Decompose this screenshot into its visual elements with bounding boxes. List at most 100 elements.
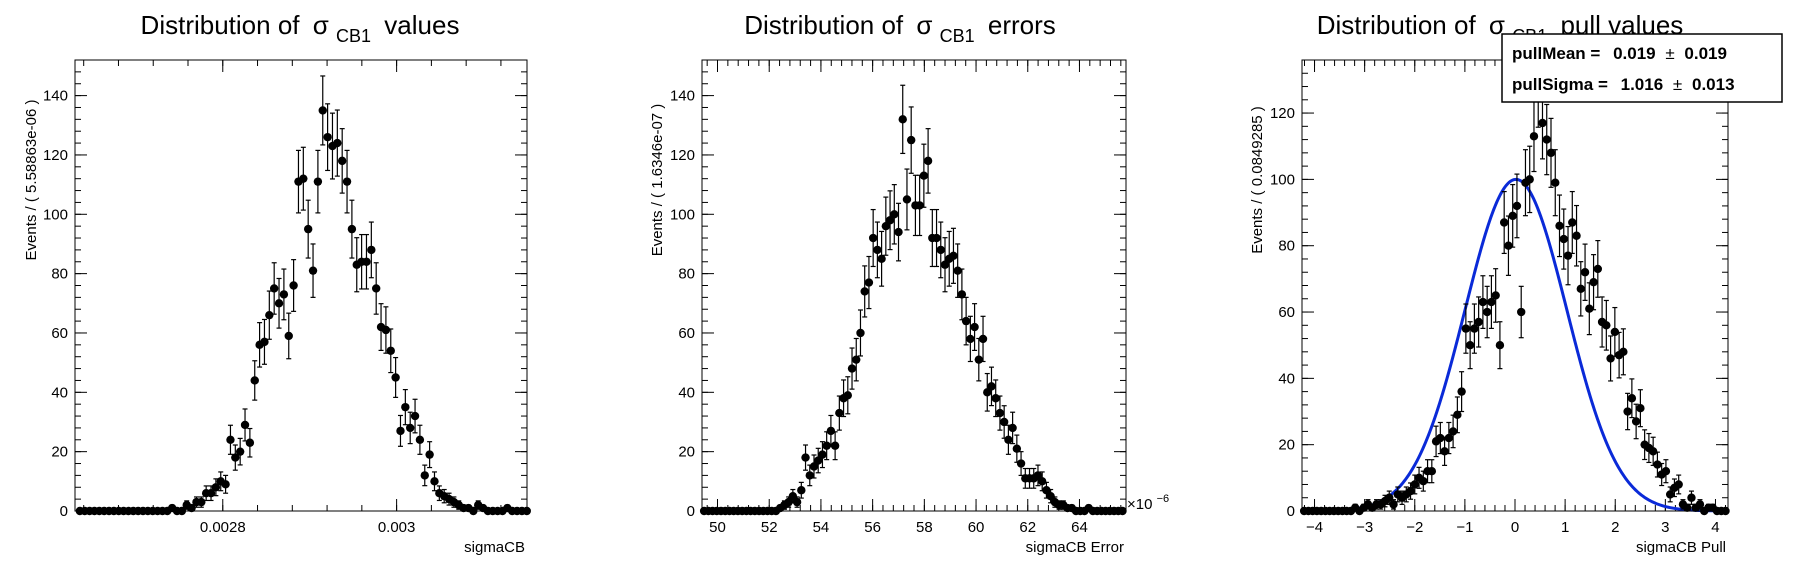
marker [1551, 178, 1560, 187]
marker [1538, 118, 1547, 128]
data-point [1436, 421, 1445, 455]
data-point [1619, 328, 1628, 376]
marker [1593, 264, 1603, 274]
data-point [1508, 183, 1517, 248]
marker [274, 299, 284, 308]
data-point [1674, 474, 1683, 495]
marker [381, 325, 391, 335]
marker [1631, 417, 1641, 426]
data-point [376, 303, 386, 352]
marker [788, 491, 798, 501]
title-subscript: CB1 [940, 26, 975, 46]
data-point [279, 268, 289, 321]
data-points [75, 75, 531, 516]
data-point [835, 395, 844, 431]
data-point [932, 208, 941, 268]
data-point [995, 395, 1005, 431]
marker [1512, 201, 1522, 211]
marker [1470, 324, 1479, 333]
marker [405, 423, 415, 433]
y-tick-label: 0 [60, 503, 68, 520]
y-tick-label: 80 [678, 266, 695, 283]
marker [1440, 447, 1449, 456]
marker [396, 426, 405, 436]
data-point [1653, 451, 1662, 478]
data-point [260, 318, 269, 365]
panel-title: Distribution of σ CB1 errors [744, 10, 1056, 48]
marker [995, 408, 1005, 418]
marker [1444, 433, 1454, 443]
data-point [902, 168, 912, 231]
title-prefix: Distribution of [141, 10, 301, 40]
y-tick-label: 20 [51, 444, 68, 461]
data-point [371, 262, 381, 315]
marker [1653, 460, 1662, 469]
marker [211, 483, 221, 492]
y-tick-label: 60 [51, 325, 68, 342]
data-point [1623, 392, 1632, 431]
marker [308, 266, 318, 275]
x-tick-label: 56 [864, 519, 881, 536]
y-axis-label: Events / ( 5.58863e-06 ) [23, 100, 40, 261]
data-point [1529, 100, 1539, 173]
marker [898, 115, 907, 124]
marker [1580, 268, 1590, 277]
marker [1542, 135, 1551, 144]
marker [1487, 297, 1496, 307]
data-point [1016, 451, 1026, 476]
stats-pull-sigma: pullSigma = 1.016 ± 0.013 [1512, 75, 1735, 94]
marker [1457, 387, 1466, 396]
marker [906, 135, 916, 145]
marker [1461, 324, 1471, 333]
data-point [1606, 335, 1615, 382]
marker [847, 364, 857, 373]
marker [1585, 304, 1594, 313]
x-axis-label: sigmaCB [464, 539, 525, 556]
data-point [391, 356, 400, 398]
title-symbol: σ [1489, 10, 1505, 40]
marker [342, 177, 352, 186]
y-tick-label: 20 [1278, 437, 1295, 454]
x-axis-label: sigmaCB Error [1026, 539, 1124, 556]
pull-mean-error: 0.019 [1684, 44, 1727, 63]
data-point [420, 464, 429, 487]
data-point [1683, 503, 1692, 512]
marker [1568, 218, 1577, 227]
data-point [949, 227, 958, 284]
x-tick-label: 1 [1561, 519, 1569, 536]
data-point [1580, 243, 1590, 301]
x-tick-label: −3 [1356, 519, 1373, 536]
data-point [265, 290, 274, 340]
y-tick-label: 80 [1278, 238, 1295, 255]
data-point [1410, 474, 1419, 495]
marker [915, 201, 924, 210]
data-point [936, 221, 945, 279]
marker [822, 441, 831, 450]
marker [1563, 251, 1573, 260]
x-tick-label: 50 [709, 519, 726, 536]
x-tick-label: 2 [1611, 519, 1619, 536]
data-point [864, 255, 874, 310]
y-tick-label: 0 [1287, 503, 1295, 520]
marker [1589, 277, 1598, 287]
data-point [1461, 303, 1471, 354]
pull-sigma-pm: ± [1673, 75, 1682, 94]
y-tick-label: 140 [670, 88, 695, 105]
marker [1491, 291, 1500, 300]
marker [1555, 221, 1564, 231]
data-point [1542, 103, 1551, 176]
y-tick-label: 40 [51, 384, 68, 401]
marker [818, 450, 827, 459]
marker [1016, 459, 1026, 468]
pull-mean-label: pullMean = [1512, 44, 1600, 63]
marker [1619, 347, 1628, 357]
data-point [1478, 275, 1488, 330]
data-point [898, 84, 907, 155]
data-point [226, 424, 235, 455]
marker [1410, 480, 1419, 489]
y-axis-label: Events / ( 0.0849285 ) [1249, 106, 1266, 254]
data-point [308, 243, 318, 298]
marker [269, 284, 279, 293]
data-point [1627, 378, 1637, 419]
